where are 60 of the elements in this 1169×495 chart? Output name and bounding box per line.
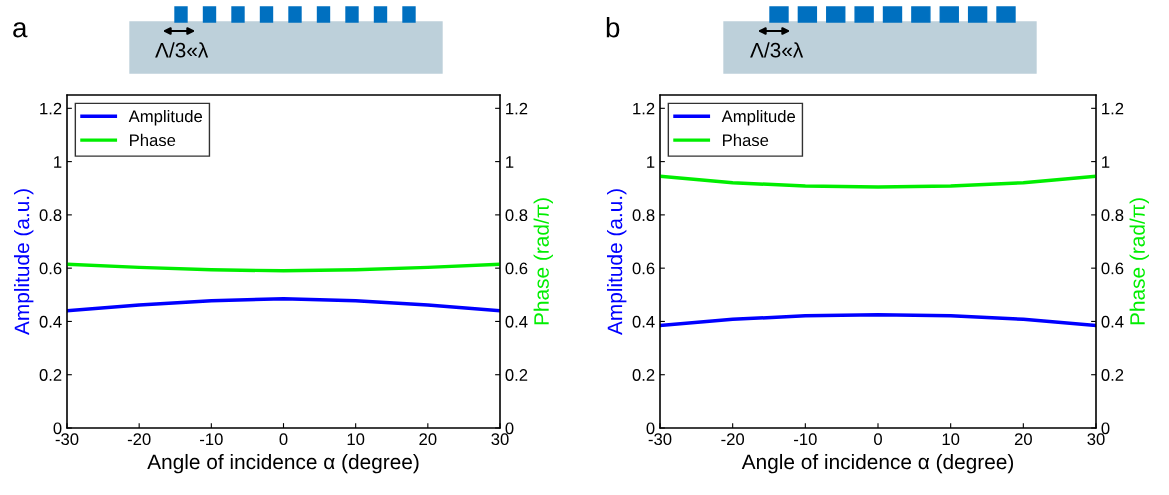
x-axis-title: Angle of incidence α (degree)	[741, 453, 1014, 474]
line-series	[67, 262, 500, 273]
y2-tick-label: 0.8	[1101, 209, 1124, 222]
x-tick-label: -30	[648, 433, 672, 446]
y2-axis-title: Phase (rad/π)	[1129, 198, 1149, 325]
y-tick-label: 0.6	[632, 262, 655, 275]
y2-tick-label: 1	[506, 156, 514, 168]
y2-tick-label: 0	[505, 422, 514, 435]
y-tick-label: 0.4	[632, 315, 655, 328]
y-tick-label: 1.2	[40, 102, 62, 115]
y-tick-label: 0.6	[39, 262, 62, 275]
y2-tick-label: 1.2	[1102, 102, 1124, 115]
x-tick-label: 0	[874, 433, 882, 446]
x-tick-label: 20	[1014, 433, 1032, 446]
legend-label: Phase	[723, 133, 769, 147]
y-tick-label: 1	[54, 156, 62, 168]
y-axis-title: Amplitude (a.u.)	[607, 189, 627, 335]
x-tick-label: -10	[794, 433, 817, 446]
y2-tick-label: 0.2	[505, 369, 528, 381]
y-tick-label: 0.2	[39, 369, 62, 381]
text: Λ/3«λ	[750, 42, 804, 58]
x-tick-label: 0	[279, 433, 288, 446]
x-tick-label: 10	[942, 433, 960, 446]
y-tick-label: 0	[646, 422, 655, 435]
legend-label: Amplitude	[128, 110, 203, 126]
line-series	[660, 174, 1096, 189]
chart-title: b	[606, 17, 620, 38]
line-series	[67, 297, 500, 313]
line-series	[660, 313, 1096, 328]
y2-axis-title: Phase (rad/π)	[533, 198, 553, 325]
chart-title: a	[13, 22, 28, 38]
y2-tick-label: 0.4	[1101, 315, 1124, 328]
y2-tick-label: 0.6	[505, 262, 528, 275]
y-axis-title: Amplitude (a.u.)	[14, 189, 34, 335]
legend-label: Phase	[130, 133, 176, 147]
y2-tick-label: 0.2	[1101, 369, 1124, 381]
legend-label: Amplitude	[721, 110, 796, 126]
y2-tick-label: 0	[1101, 422, 1110, 435]
y2-tick-label: 0.4	[505, 315, 528, 328]
y2-tick-label: 0.6	[1101, 262, 1124, 275]
y-tick-label: 0.2	[632, 369, 655, 381]
y-tick-label: 0	[53, 422, 62, 435]
y-tick-label: 1	[647, 156, 655, 168]
y2-tick-label: 1	[1102, 156, 1110, 168]
y-tick-label: 0.8	[632, 209, 655, 222]
x-tick-label: -10	[200, 433, 223, 446]
x-tick-label: -20	[721, 433, 745, 446]
x-tick-label: 30	[1087, 433, 1105, 446]
y-tick-label: 1.2	[633, 102, 655, 115]
y-tick-label: 0.8	[39, 209, 62, 222]
x-tick-label: -20	[127, 433, 151, 446]
y-tick-label: 0.4	[39, 315, 62, 328]
y2-tick-label: 0.8	[505, 209, 528, 222]
x-axis-title: Angle of incidence α (degree)	[147, 453, 419, 474]
x-tick-label: -30	[55, 433, 79, 446]
text: Λ/3«λ	[155, 42, 209, 58]
y2-tick-label: 1.2	[506, 102, 528, 115]
x-tick-label: 10	[347, 433, 365, 446]
x-tick-label: 30	[491, 433, 509, 446]
x-tick-label: 20	[419, 433, 437, 446]
